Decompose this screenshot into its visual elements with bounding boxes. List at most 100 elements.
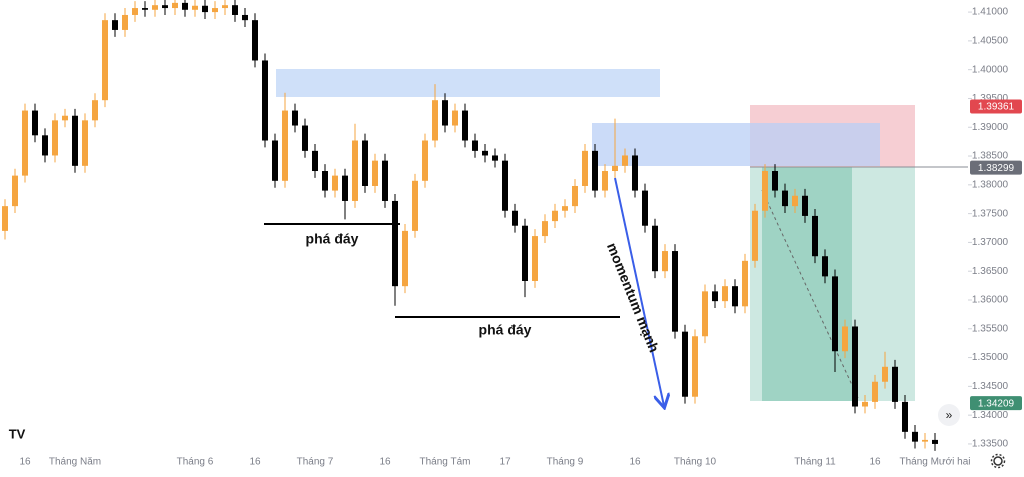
candle-body [522, 225, 528, 281]
candle-body [172, 2, 178, 9]
candle-body [432, 100, 438, 141]
candle-body [162, 5, 168, 9]
candle-body [732, 286, 738, 307]
candle-body [692, 336, 698, 397]
candle-body [802, 195, 808, 216]
candle-body [132, 8, 138, 15]
candle-body [102, 20, 108, 101]
candle-body [912, 431, 918, 442]
candle-body [652, 225, 658, 272]
candle-body [92, 100, 98, 121]
candle-body [82, 120, 88, 166]
candle-body [592, 150, 598, 191]
candle-body [872, 381, 878, 402]
y-tick-label: 1.35000 [972, 352, 1009, 363]
candle-body [252, 20, 258, 61]
y-tick-label: 1.38000 [972, 179, 1009, 190]
x-tick-label: Tháng 10 [674, 457, 717, 468]
drawings: phá đáy phá đáy momentum mạnh [264, 177, 664, 406]
candle-body [312, 150, 318, 172]
candle-body [922, 439, 928, 442]
candle-body [632, 155, 638, 191]
candle-body [332, 175, 338, 191]
logo[interactable]: TV [9, 426, 26, 441]
candle-body [672, 251, 678, 332]
candle-body [192, 5, 198, 10]
settings-button[interactable] [990, 453, 1006, 469]
candle-body [442, 100, 448, 126]
x-tick-label: 16 [379, 457, 391, 468]
x-tick-label: 16 [869, 457, 881, 468]
y-tick-label: 1.41000 [972, 7, 1009, 18]
candle-body [582, 150, 588, 186]
candle-body [882, 366, 888, 382]
candle-body [492, 155, 498, 161]
y-tick-label: 1.36000 [972, 295, 1009, 306]
resistance-zone [276, 69, 660, 97]
candle-body [792, 195, 798, 207]
y-tick-label: 1.38500 [972, 151, 1009, 162]
candle-body [202, 5, 208, 13]
candle-body [392, 200, 398, 287]
candle-body [72, 115, 78, 166]
candle-body [352, 140, 358, 201]
candle-body [562, 206, 568, 211]
candle-body [482, 150, 488, 156]
x-tick-label: Tháng 11 [794, 457, 836, 468]
price-tag [970, 99, 1022, 114]
y-tick-label: 1.40000 [972, 64, 1009, 75]
candle-body [412, 180, 418, 231]
price-tag-label: 1.34209 [978, 398, 1015, 409]
candle-body [302, 125, 308, 151]
candle-body [272, 140, 278, 181]
candle-body [622, 155, 628, 166]
svg-text:»: » [946, 408, 953, 422]
y-tick-label: 1.34500 [972, 381, 1009, 392]
candle-body [842, 326, 848, 352]
candle-body [572, 185, 578, 207]
candle-body [862, 401, 868, 407]
trade-path [761, 189, 859, 399]
resistance-zone [592, 123, 880, 166]
candle-body [142, 8, 148, 10]
y-tick-label: 1.37000 [972, 237, 1009, 248]
candle-body [752, 210, 758, 261]
y-tick-label: 1.40500 [972, 36, 1009, 47]
candle-body [662, 251, 668, 272]
y-tick-label: 1.34000 [972, 410, 1009, 421]
candle-body [832, 276, 838, 352]
candle-body [452, 110, 458, 126]
x-tick-label: Tháng Năm [49, 457, 101, 468]
scroll-button[interactable]: » [938, 404, 960, 426]
candle-body [532, 236, 538, 281]
x-tick-label: Tháng 9 [547, 457, 584, 468]
momentum-arrow [614, 177, 664, 406]
candle-body [362, 140, 368, 186]
y-tick-label: 1.33500 [972, 439, 1009, 450]
candle-body [262, 60, 268, 141]
x-tick-label: 17 [499, 457, 511, 468]
candle-body [542, 221, 548, 237]
candle-body [552, 210, 558, 222]
x-tick-label: Tháng Mưới hai [899, 457, 970, 468]
candle-body [42, 135, 48, 156]
candle-body [852, 326, 858, 407]
candle-body [782, 190, 788, 207]
y-tick-label: 1.39500 [972, 93, 1009, 104]
x-tick-label: Tháng 6 [177, 457, 214, 468]
candle-body [402, 230, 408, 287]
candle-body [232, 5, 238, 15]
candle-body [932, 439, 938, 444]
candle-body [222, 5, 228, 9]
candle-body [112, 20, 118, 30]
candle-body [62, 115, 68, 121]
candle-body [2, 206, 8, 231]
x-tick-label: 16 [249, 457, 261, 468]
svg-text:TV: TV [9, 426, 26, 441]
candle-body [762, 171, 768, 211]
candle-body [462, 110, 468, 141]
price-tag-label: 1.39361 [978, 102, 1015, 113]
candle-body [12, 175, 18, 207]
x-tick-label: 16 [629, 457, 641, 468]
